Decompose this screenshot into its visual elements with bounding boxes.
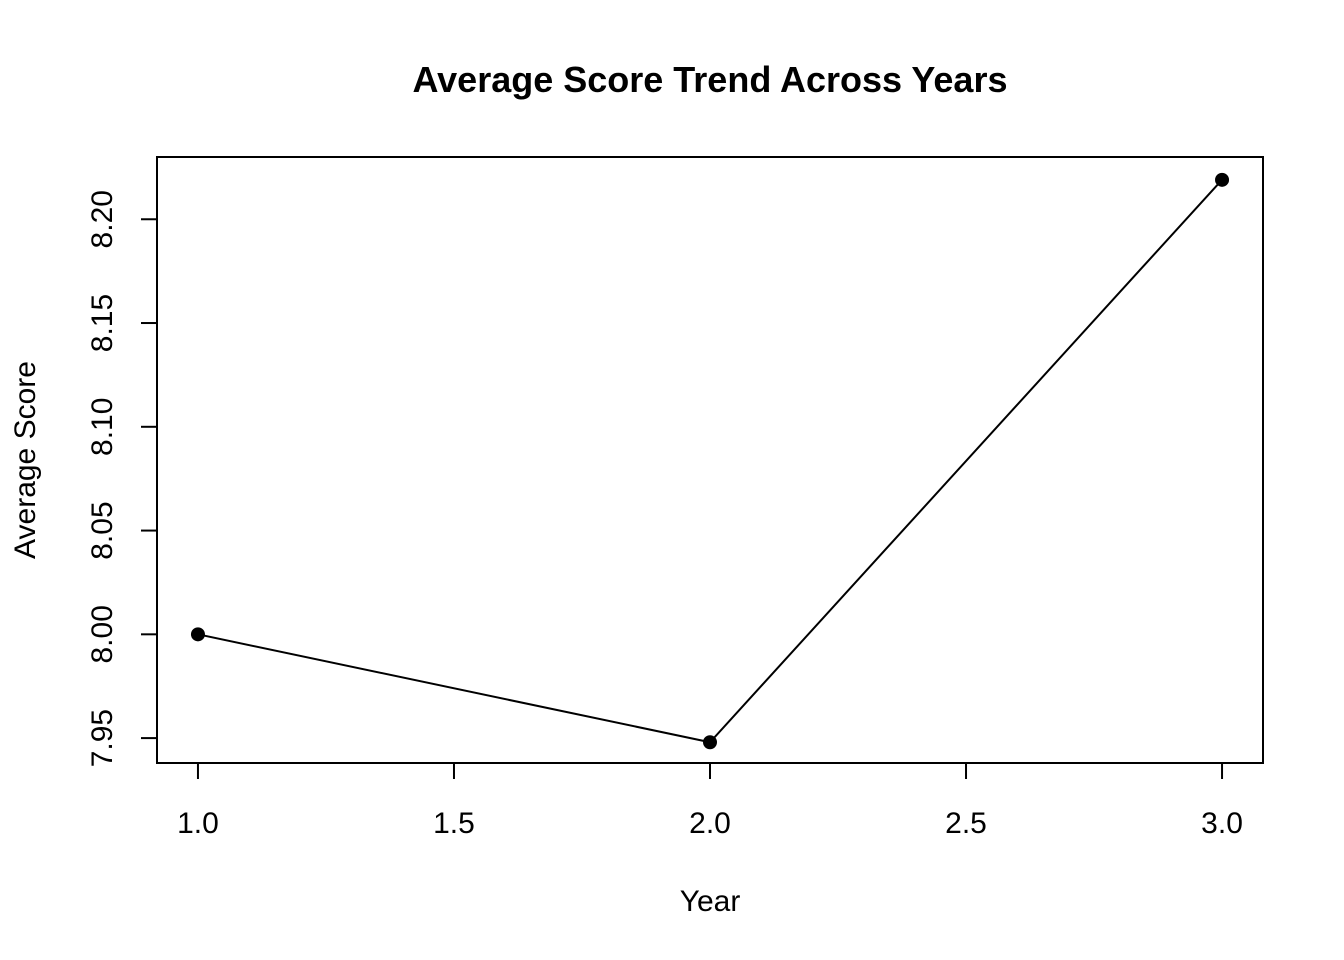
series-layer [190, 172, 1230, 750]
y-axis-label: Average Score [9, 361, 42, 559]
x-tick-label: 1.5 [433, 807, 475, 840]
data-point [190, 627, 205, 642]
y-tick-label: 8.15 [86, 294, 119, 352]
data-point [1215, 172, 1230, 187]
x-tick-label: 2.0 [689, 807, 731, 840]
plot-frame [156, 156, 1264, 764]
x-tick-label: 3.0 [1201, 807, 1243, 840]
x-tick-label: 2.5 [945, 807, 987, 840]
series-line [197, 179, 1223, 744]
y-tick-label: 8.00 [86, 605, 119, 663]
x-axis: 1.0 1.5 2.0 2.5 3.0 [177, 762, 1243, 840]
chart-title: Average Score Trend Across Years [412, 59, 1007, 100]
x-tick-label: 1.0 [177, 807, 219, 840]
y-tick-label: 8.20 [86, 190, 119, 248]
x-axis-label: Year [680, 885, 741, 918]
y-tick-label: 7.95 [86, 709, 119, 767]
data-point [703, 735, 717, 750]
y-tick-label: 8.05 [86, 501, 119, 559]
y-tick-label: 8.10 [86, 398, 119, 456]
y-axis: 7.95 8.00 8.05 8.10 8.15 8.20 [86, 190, 158, 767]
